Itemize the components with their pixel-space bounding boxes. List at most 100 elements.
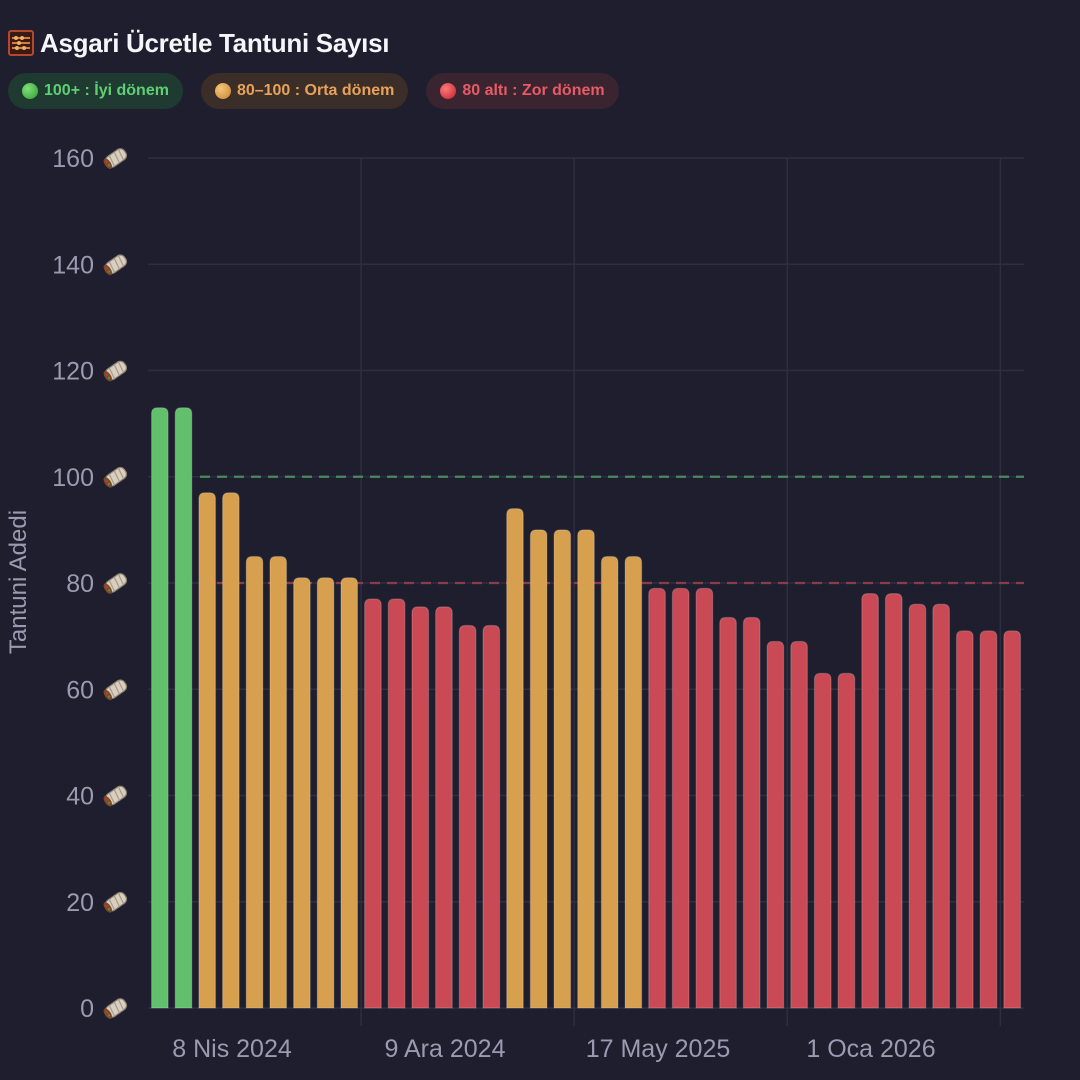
bar[interactable]	[221, 492, 240, 1009]
bar[interactable]	[340, 577, 359, 1009]
bar[interactable]	[269, 555, 288, 1009]
bar[interactable]	[387, 598, 406, 1009]
bar[interactable]	[719, 616, 737, 1009]
bar-rect[interactable]	[884, 593, 903, 1009]
legend-label-good: 100+ : İyi dönem	[44, 82, 169, 99]
bar[interactable]	[837, 672, 856, 1009]
bar[interactable]	[293, 577, 311, 1009]
bar-rect[interactable]	[648, 587, 666, 1009]
bar[interactable]	[411, 606, 430, 1009]
bar[interactable]	[766, 640, 785, 1009]
bar[interactable]	[648, 587, 666, 1009]
legend: 100+ : İyi dönem 80–100 : Orta dönem 80 …	[8, 73, 619, 109]
bar-rect[interactable]	[150, 407, 169, 1009]
bar[interactable]	[861, 593, 879, 1009]
bar-rect[interactable]	[411, 606, 430, 1009]
bar-rect[interactable]	[837, 672, 856, 1009]
bar-rect[interactable]	[600, 555, 619, 1009]
bar-rect[interactable]	[955, 630, 974, 1009]
bar-rect[interactable]	[364, 598, 382, 1009]
tantuni-wrap-icon	[101, 252, 130, 278]
x-tick-label: 1 Oca 2026	[806, 1035, 935, 1063]
bar-rect[interactable]	[813, 672, 832, 1009]
bar[interactable]	[245, 555, 264, 1009]
bar[interactable]	[671, 587, 690, 1009]
bar[interactable]	[150, 407, 169, 1009]
bar-rect[interactable]	[979, 630, 998, 1009]
bar[interactable]	[695, 587, 714, 1009]
bar[interactable]	[600, 555, 619, 1009]
bar-rect[interactable]	[624, 555, 643, 1009]
bar-rect[interactable]	[506, 508, 524, 1009]
bar-rect[interactable]	[577, 529, 595, 1009]
bar-rect[interactable]	[482, 624, 501, 1009]
bar[interactable]	[790, 640, 808, 1009]
bar-rect[interactable]	[529, 529, 548, 1009]
bar-rect[interactable]	[932, 603, 951, 1009]
bar[interactable]	[198, 492, 217, 1009]
y-tick-label: 40	[66, 783, 94, 811]
bar-rect[interactable]	[742, 616, 761, 1009]
tantuni-wrap-icon	[101, 889, 130, 915]
y-tick-label: 140	[52, 251, 94, 279]
bar[interactable]	[908, 603, 927, 1009]
x-tick-label: 17 May 2025	[586, 1035, 731, 1063]
bar[interactable]	[932, 603, 951, 1009]
bar[interactable]	[435, 606, 453, 1009]
bar-rect[interactable]	[387, 598, 406, 1009]
bar[interactable]	[884, 593, 903, 1009]
bar[interactable]	[624, 555, 643, 1009]
bar[interactable]	[364, 598, 382, 1009]
bar-rect[interactable]	[695, 587, 714, 1009]
x-tick-label: 8 Nis 2024	[172, 1035, 292, 1063]
bar[interactable]	[458, 624, 477, 1009]
bar-rect[interactable]	[553, 529, 572, 1009]
bar[interactable]	[316, 577, 335, 1009]
bar-rect[interactable]	[174, 407, 193, 1009]
bar-rect[interactable]	[245, 555, 264, 1009]
x-tick-label: 9 Ara 2024	[385, 1035, 506, 1063]
bar-rect[interactable]	[766, 640, 785, 1009]
y-tick-label: 100	[52, 464, 94, 492]
legend-label-bad: 80 altı : Zor dönem	[462, 82, 605, 99]
legend-item-bad[interactable]: 80 altı : Zor dönem	[426, 73, 619, 109]
y-tick-label: 60	[66, 676, 94, 704]
y-tick-label: 20	[66, 889, 94, 917]
bar[interactable]	[553, 529, 572, 1009]
bar-rect[interactable]	[719, 616, 737, 1009]
tantuni-wrap-icon	[101, 464, 130, 490]
bar[interactable]	[813, 672, 832, 1009]
bar-rect[interactable]	[908, 603, 927, 1009]
bar-rect[interactable]	[293, 577, 311, 1009]
bar[interactable]	[979, 630, 998, 1009]
tantuni-wrap-icon	[101, 996, 130, 1021]
bar[interactable]	[482, 624, 501, 1009]
bar-rect[interactable]	[790, 640, 808, 1009]
bar-rect[interactable]	[198, 492, 217, 1009]
bar-rect[interactable]	[340, 577, 359, 1009]
chart-header: Asgari Ücretle Tantuni Sayısı	[8, 26, 389, 60]
bar-rect[interactable]	[1003, 630, 1022, 1009]
bar[interactable]	[1003, 630, 1022, 1009]
y-tick-label: 160	[52, 145, 94, 173]
bar[interactable]	[955, 630, 974, 1009]
tantuni-wrap-icon	[101, 146, 130, 171]
bar[interactable]	[742, 616, 761, 1009]
bar-rect[interactable]	[221, 492, 240, 1009]
bar-rect[interactable]	[861, 593, 879, 1009]
bar[interactable]	[174, 407, 193, 1009]
bar-rect[interactable]	[435, 606, 453, 1009]
legend-item-mid[interactable]: 80–100 : Orta dönem	[200, 73, 409, 109]
bar-rect[interactable]	[458, 624, 477, 1009]
bar-rect[interactable]	[269, 555, 288, 1009]
legend-item-good[interactable]: 100+ : İyi dönem	[8, 73, 183, 109]
legend-label-mid: 80–100 : Orta dönem	[236, 82, 395, 99]
orange-circle-icon	[214, 83, 231, 99]
bar[interactable]	[577, 529, 595, 1009]
bar[interactable]	[529, 529, 548, 1009]
bar-rect[interactable]	[671, 587, 690, 1009]
green-circle-icon	[22, 83, 38, 99]
bar[interactable]	[506, 508, 524, 1009]
bar-rect[interactable]	[316, 577, 335, 1009]
